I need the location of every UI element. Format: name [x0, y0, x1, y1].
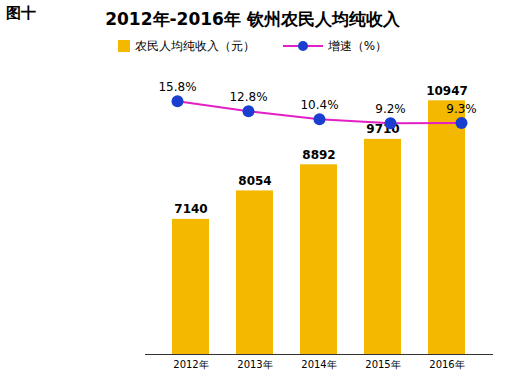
svg-text:10947: 10947 [426, 84, 468, 98]
svg-text:10.4%: 10.4% [300, 98, 338, 112]
svg-text:7140: 7140 [174, 202, 207, 216]
html-text:图十: 图十 [6, 4, 36, 22]
html-text:农民人均纯收入（元）: 农民人均纯收入（元） [134, 38, 255, 53]
svg-text:2015年: 2015年 [365, 359, 400, 370]
svg-text:8054: 8054 [238, 174, 271, 188]
html-text:2012年-2016年 钦州农民人均纯收入: 2012年-2016年 钦州农民人均纯收入 [105, 9, 400, 29]
svg-text:12.8%: 12.8% [229, 90, 267, 104]
svg-text:8892: 8892 [302, 148, 335, 162]
html-text:增速（%）: 增速（%） [327, 38, 388, 53]
svg-text:2013年: 2013年 [237, 359, 272, 370]
svg-text:9.2%: 9.2% [375, 102, 406, 116]
svg-text:2014年: 2014年 [301, 359, 336, 370]
svg-text:15.8%: 15.8% [158, 80, 196, 94]
svg-text:9.3%: 9.3% [446, 102, 477, 116]
svg-text:9710: 9710 [366, 122, 400, 137]
svg-text:2016年: 2016年 [429, 359, 464, 370]
svg-text:2012年: 2012年 [173, 359, 208, 370]
